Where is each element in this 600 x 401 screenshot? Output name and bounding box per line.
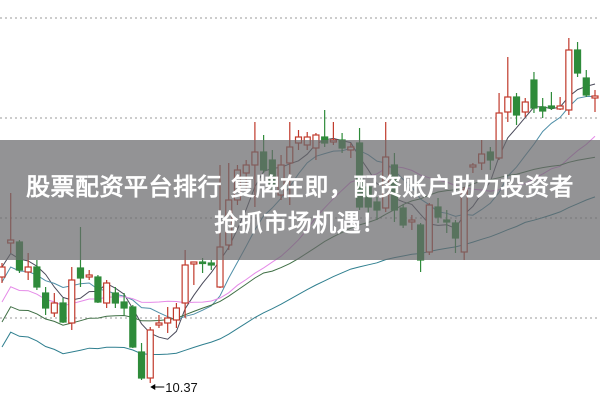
- candle-body: [565, 49, 573, 111]
- candle-body: [198, 261, 207, 265]
- candle-body: [0, 266, 6, 278]
- candle-body: [591, 95, 599, 99]
- candle-body: [573, 49, 582, 74]
- candle-body: [207, 262, 215, 266]
- headline-line-1: 股票配资平台排行 复牌在即，配资账户助力投资者: [26, 173, 574, 201]
- low-arrow-head: [150, 384, 156, 390]
- candle-down: [129, 305, 137, 348]
- candle-body: [68, 279, 76, 324]
- candle-body: [164, 317, 172, 324]
- candle-down: [547, 92, 555, 110]
- candle-up: [68, 267, 76, 330]
- candle-up: [85, 270, 93, 280]
- candle-body: [539, 106, 547, 112]
- candle-up: [164, 307, 172, 333]
- candle-body: [42, 292, 50, 309]
- candle-up: [521, 98, 529, 117]
- low-annotation: 10.37: [150, 380, 198, 395]
- candle-up: [556, 97, 564, 110]
- candle-body: [33, 266, 41, 288]
- candle-down: [573, 42, 582, 77]
- candle-down: [539, 98, 547, 118]
- candle-body: [103, 282, 111, 304]
- candle-up: [190, 261, 198, 285]
- candle-body: [146, 329, 154, 379]
- candle-down: [120, 293, 128, 315]
- candle-body: [59, 302, 67, 323]
- candle-up: [155, 315, 163, 328]
- candle-up: [181, 250, 189, 318]
- candle-down: [198, 258, 207, 273]
- candle-down: [512, 93, 521, 125]
- candle-down: [530, 72, 538, 113]
- candle-body: [85, 274, 93, 278]
- candle-body: [94, 276, 102, 303]
- candle-body: [547, 105, 555, 109]
- candle-body: [129, 306, 137, 348]
- candle-up: [591, 90, 599, 112]
- candle-body: [172, 307, 181, 321]
- candle-down: [94, 275, 102, 303]
- candle-up: [0, 263, 6, 283]
- candle-body: [24, 266, 32, 273]
- candle-down: [111, 287, 119, 308]
- candle-down: [33, 260, 41, 290]
- headline-line-2: 抢抓市场机遇！: [214, 209, 386, 237]
- candle-body: [190, 261, 198, 265]
- candle-body: [137, 351, 146, 379]
- candle-body: [181, 264, 189, 304]
- candle-body: [512, 96, 521, 116]
- candle-body: [582, 77, 590, 96]
- candle-body: [76, 267, 85, 279]
- candle-body: [556, 105, 564, 110]
- candle-down: [582, 70, 590, 97]
- candle-body: [50, 302, 58, 314]
- candle-body: [521, 101, 529, 113]
- candle-body: [120, 301, 128, 309]
- candle-down: [207, 260, 215, 270]
- candle-body: [155, 322, 163, 326]
- candle-up: [504, 57, 512, 122]
- headline-banner: 股票配资平台排行 复牌在即，配资账户助力投资者 抢抓市场机遇！: [0, 140, 600, 260]
- candle-up: [103, 280, 111, 308]
- candle-up: [172, 303, 181, 328]
- candle-body: [504, 96, 512, 113]
- low-price-label: 10.37: [165, 380, 198, 395]
- candle-up: [565, 38, 573, 115]
- candle-body: [111, 292, 119, 304]
- candle-up: [50, 293, 58, 317]
- candle-down: [59, 298, 67, 323]
- candle-body: [530, 79, 538, 109]
- candle-down: [137, 343, 146, 380]
- candle-down: [42, 287, 50, 315]
- candle-up: [146, 327, 154, 383]
